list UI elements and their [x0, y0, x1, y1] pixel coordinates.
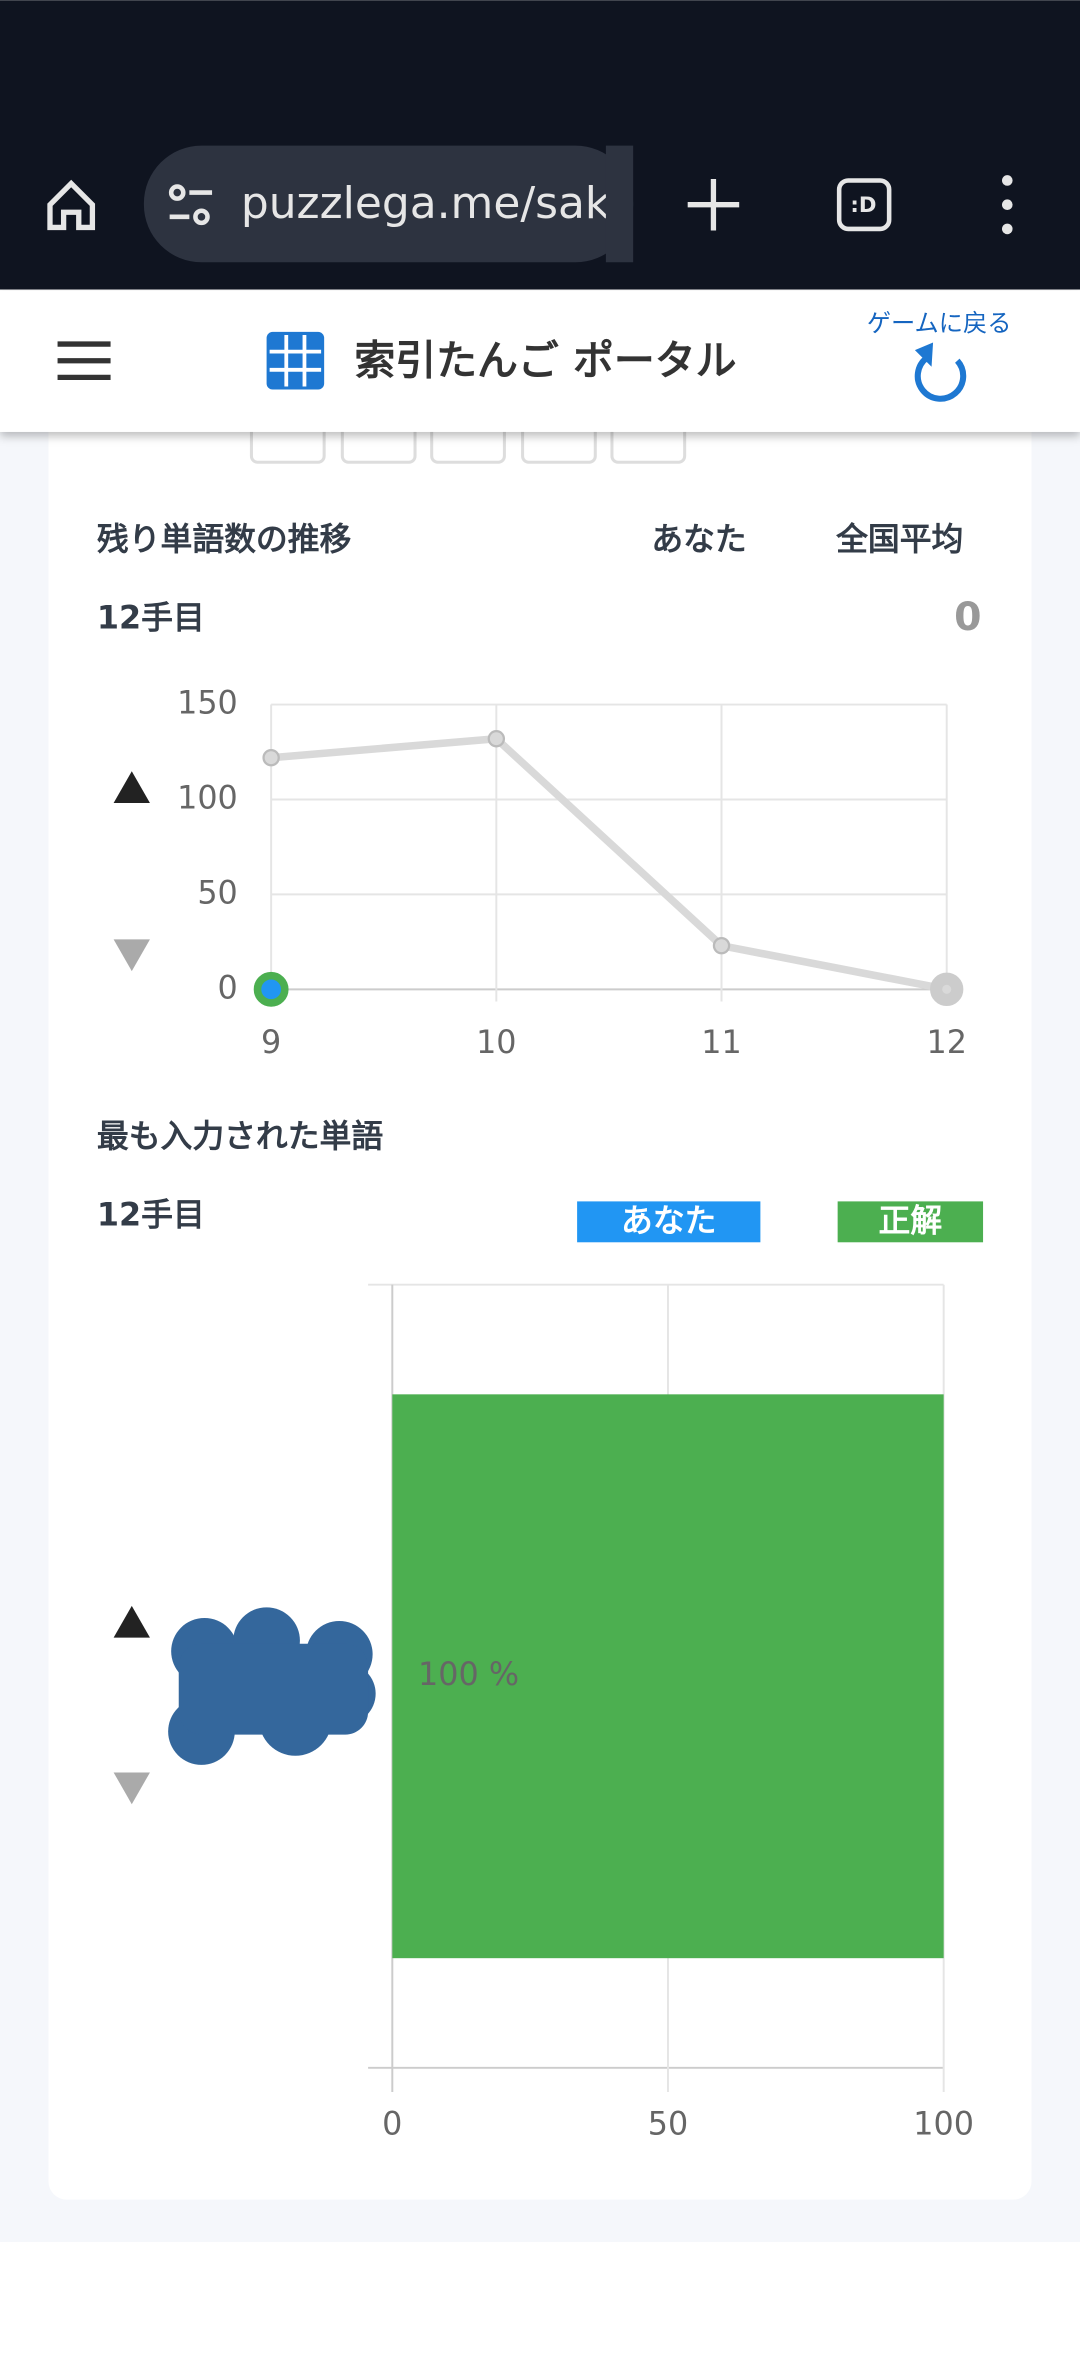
move-label: 12手目: [97, 1197, 205, 1234]
x-tick-label: 12: [926, 1024, 966, 1061]
point: [262, 749, 280, 767]
legend-label: 正解: [879, 1203, 943, 1240]
legend-label: 全国平均: [835, 521, 963, 558]
new-tab-button[interactable]: [687, 178, 740, 231]
point: [930, 972, 964, 1006]
point: [712, 936, 731, 955]
legend-label: あなた: [651, 521, 746, 558]
legend-swatch: [577, 1201, 761, 1243]
x-tick-label: 10: [476, 1024, 516, 1061]
url-text: puzzlega.me/saku: [241, 178, 637, 229]
back-icon[interactable]: [914, 342, 967, 402]
section-title: 残り単語数の推移: [97, 521, 352, 558]
y-tick-label: 0: [218, 969, 238, 1006]
down-button[interactable]: [113, 939, 150, 972]
down-button[interactable]: [113, 1772, 150, 1805]
back-label[interactable]: ゲームに戻る: [867, 309, 1012, 337]
point: [487, 730, 506, 748]
url-fade: [605, 145, 634, 263]
url-bar[interactable]: [143, 145, 634, 263]
hamburger[interactable]: [57, 341, 111, 381]
bar: [392, 1394, 944, 1959]
point: [253, 971, 289, 1007]
app-title: 索引たんご ポータル: [354, 337, 736, 385]
y-tick-label: 50: [197, 874, 237, 911]
x-tick-label: 9: [261, 1024, 281, 1061]
bar-chart: 0 50 100 100 %: [368, 1283, 974, 2142]
legend-label: あなた: [621, 1203, 716, 1240]
site-info-icon[interactable]: [168, 184, 213, 226]
app-header: [0, 291, 1080, 432]
current-value: 0: [954, 594, 981, 640]
move-label: 12手目: [97, 600, 205, 637]
logo: [266, 331, 325, 390]
line: [270, 734, 948, 994]
y-tick-label: 100: [177, 779, 238, 816]
menu-button[interactable]: [1001, 175, 1013, 235]
legend-swatch: [837, 1201, 984, 1243]
up-button[interactable]: [113, 771, 150, 804]
tabs-icon-label: :D: [850, 192, 876, 217]
x-tick-label: 100: [913, 2105, 974, 2142]
section-title: 最も入力された単語: [97, 1118, 383, 1155]
tabs-button[interactable]: [836, 178, 892, 232]
x-tick-label: 50: [648, 2105, 688, 2142]
y-tick-label: 150: [177, 685, 238, 722]
x-tick-label: 11: [701, 1024, 741, 1061]
redacted-word: [168, 1607, 376, 1765]
line-chart: 0 50 100 150 9 10 11 12: [177, 685, 967, 1061]
up-button[interactable]: [113, 1605, 150, 1638]
x-tick-label: 0: [382, 2105, 402, 2142]
home-button[interactable]: [47, 179, 96, 231]
value-label: 100 %: [418, 1656, 519, 1693]
legend: あなた 正解: [577, 1201, 984, 1243]
